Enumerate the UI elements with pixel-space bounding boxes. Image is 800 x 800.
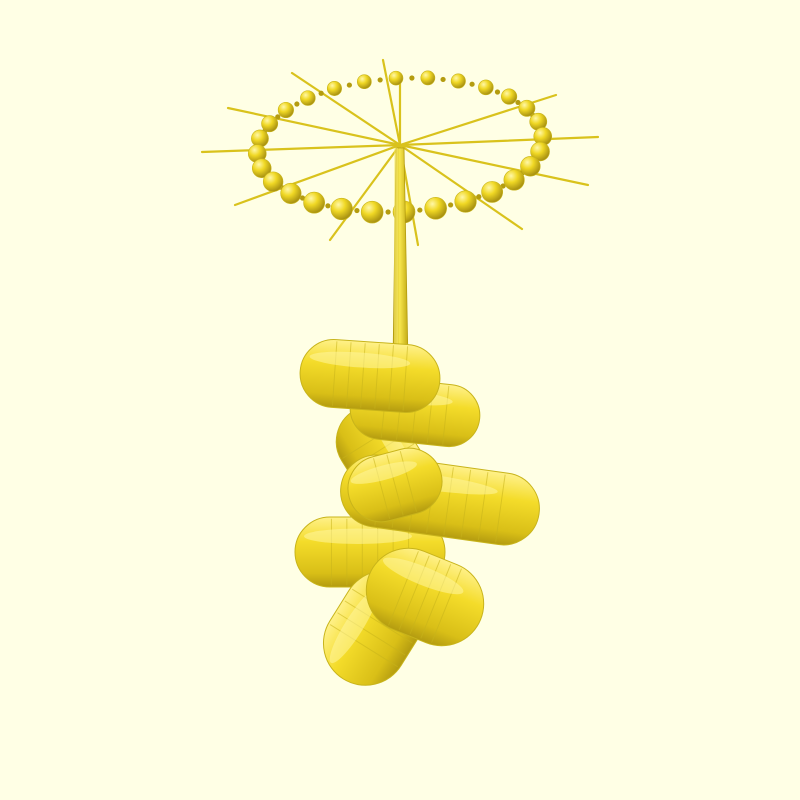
stem-highlight bbox=[394, 148, 398, 360]
spoke bbox=[398, 143, 524, 231]
connector-bead bbox=[325, 203, 331, 209]
spoke bbox=[398, 143, 590, 187]
ring-bead bbox=[518, 99, 536, 117]
connector-bead bbox=[448, 202, 454, 208]
ring-bead bbox=[330, 197, 353, 221]
pod-shine bbox=[350, 461, 417, 484]
pod-cluster bbox=[294, 338, 540, 686]
ring-bead bbox=[261, 115, 279, 133]
ring-bead bbox=[326, 80, 342, 96]
connector-bead bbox=[409, 75, 415, 81]
connector-bead bbox=[469, 81, 475, 87]
pod-band bbox=[442, 385, 450, 445]
connector-bead bbox=[377, 77, 383, 83]
connector-bead bbox=[417, 207, 423, 213]
connector-bead bbox=[476, 194, 482, 200]
pod-shine bbox=[329, 589, 379, 664]
pod-band bbox=[495, 474, 506, 543]
connector-bead bbox=[385, 209, 391, 215]
ring-bead bbox=[262, 171, 284, 192]
pod-band bbox=[477, 472, 489, 540]
ring-bead bbox=[251, 129, 269, 148]
ring-bead bbox=[277, 101, 294, 119]
spoke bbox=[200, 143, 402, 154]
ring-bead bbox=[501, 88, 518, 105]
pod-shine bbox=[304, 528, 412, 544]
ring-bead bbox=[388, 70, 404, 86]
spoke bbox=[226, 106, 402, 147]
ring-bead bbox=[420, 70, 436, 86]
pod bbox=[299, 338, 441, 414]
connector-bead bbox=[440, 76, 446, 83]
ring-bead bbox=[356, 74, 372, 90]
pod-shine bbox=[309, 351, 411, 369]
connector-bead bbox=[318, 90, 324, 96]
ring-spokes bbox=[200, 58, 600, 247]
ring-bead bbox=[520, 156, 541, 177]
ring-bead bbox=[360, 200, 384, 224]
pod-band bbox=[431, 568, 462, 643]
ring-bead bbox=[454, 190, 477, 213]
ring-bead bbox=[251, 158, 272, 178]
spoke bbox=[328, 143, 402, 242]
pod bbox=[347, 447, 443, 523]
connector-bead bbox=[494, 89, 501, 95]
pod-shine bbox=[382, 557, 464, 595]
spoke bbox=[381, 58, 402, 147]
connector-bead bbox=[346, 82, 352, 88]
ring-bead bbox=[280, 182, 302, 204]
spoke bbox=[290, 71, 402, 147]
ring-bead bbox=[481, 181, 504, 203]
spoke bbox=[398, 135, 600, 147]
pod-band bbox=[399, 451, 417, 512]
ring-bead bbox=[530, 141, 550, 162]
spoke bbox=[233, 143, 402, 207]
pod-band bbox=[402, 346, 409, 411]
pod-band bbox=[388, 345, 394, 410]
ring-bead bbox=[303, 191, 326, 214]
ring-bead bbox=[478, 79, 494, 96]
pod-body bbox=[299, 338, 441, 414]
ring-bead bbox=[300, 90, 316, 106]
pod bbox=[365, 547, 485, 647]
connector-bead bbox=[515, 99, 521, 106]
connector-bead bbox=[294, 101, 300, 107]
connector-bead bbox=[275, 114, 281, 120]
ring-bead bbox=[424, 197, 447, 220]
connector-bead bbox=[354, 207, 360, 214]
pod-band bbox=[460, 469, 472, 538]
ring-bead bbox=[450, 73, 466, 89]
ring-bead bbox=[503, 169, 525, 191]
